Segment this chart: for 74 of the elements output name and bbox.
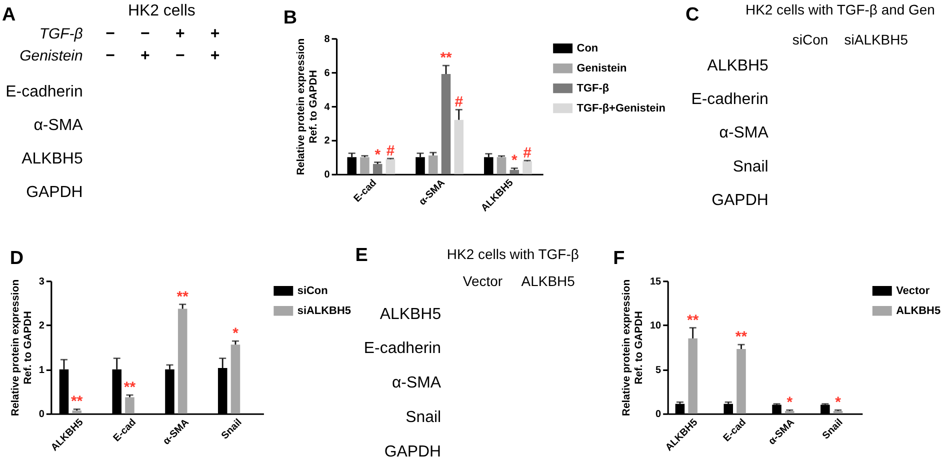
data-label: * [232, 325, 239, 342]
data-label: # [523, 144, 532, 162]
category-label: GAPDH [712, 192, 768, 210]
data-label: ** [71, 393, 83, 410]
chart-title: F [613, 248, 625, 269]
text: HK2 cells with TGF-β and Gen [745, 1, 935, 18]
category-label: ALKBH5 [521, 272, 576, 289]
category-label: α-SMA [34, 116, 83, 134]
category-label: E-cadherin [364, 340, 442, 358]
text: − [175, 47, 185, 64]
y-tick-label: 1 [38, 364, 45, 376]
data-label: * [835, 394, 842, 412]
chart-title: B [283, 7, 298, 28]
category-label: Vector [462, 272, 503, 289]
text: − [106, 47, 115, 64]
y-tick-label: 15 [650, 276, 662, 288]
category-label: GAPDH [26, 184, 83, 202]
data-label: * [786, 394, 793, 412]
category-label: ALKBH5 [380, 306, 442, 323]
text: C [686, 4, 700, 26]
category-label: ALKBH5 [707, 57, 768, 74]
category-label: siALKBH5 [844, 31, 908, 48]
legend-label: siCon [297, 284, 328, 297]
legend-label: Vector [896, 284, 930, 297]
text: Genistein [20, 47, 83, 64]
legend-label: TGF-β [576, 82, 610, 94]
y-axis-title: Relative protein expression Ref. to GAPDH [296, 38, 320, 176]
text: − [140, 25, 150, 42]
y-tick-label: 0 [38, 409, 45, 420]
y-tick-label: 5 [656, 364, 662, 376]
text: TGF-β [39, 25, 84, 42]
data-label: ** [687, 312, 699, 329]
category-label: GAPDH [384, 444, 442, 461]
data-label: ** [124, 379, 136, 396]
data-label: # [386, 142, 396, 160]
text: HK2 cells [128, 2, 196, 20]
data-label: ** [440, 50, 452, 67]
text: − [106, 25, 115, 42]
y-tick-label: 10 [650, 320, 662, 332]
category-label: siCon [792, 31, 828, 48]
category-label: E-cadherin [6, 83, 83, 100]
text: + [210, 25, 220, 42]
y-tick-label: 0 [324, 170, 330, 181]
text: + [175, 25, 185, 42]
legend-label: ALKBH5 [896, 304, 941, 317]
legend-label: Genistein [576, 62, 628, 74]
category-label: α-SMA [392, 374, 442, 392]
text: HK2 cells with TGF-β [446, 246, 579, 262]
y-tick-label: 3 [38, 276, 45, 288]
y-tick-label: 2 [38, 320, 45, 332]
y-axis-title: Relative protein expression Ref. to GAPDH [622, 279, 646, 416]
text: + [210, 47, 220, 64]
category-label: E-cadherin [691, 91, 768, 108]
category-label: α-SMA [719, 124, 768, 142]
y-tick-label: 8 [324, 34, 330, 45]
data-label: # [454, 94, 464, 111]
data-label: ** [735, 328, 748, 346]
y-axis-title: Relative protein expression Ref. to GAPDH [10, 279, 34, 416]
data-label: ** [176, 288, 189, 306]
data-label: * [374, 146, 381, 164]
data-label: * [511, 152, 518, 170]
text: E [355, 244, 368, 266]
legend-label: TGF-β+Genistein [576, 102, 666, 114]
text: A [2, 4, 16, 26]
y-tick-label: 4 [324, 102, 330, 113]
y-tick-label: 0 [656, 409, 662, 420]
legend-label: siALKBH5 [297, 304, 352, 317]
chart-title: D [10, 248, 24, 269]
text: + [140, 47, 150, 64]
category-label: ALKBH5 [22, 150, 83, 168]
category-label: Snail [732, 158, 768, 176]
y-tick-label: 2 [324, 136, 330, 147]
legend-label: Con [576, 42, 598, 54]
y-tick-label: 6 [324, 68, 330, 79]
